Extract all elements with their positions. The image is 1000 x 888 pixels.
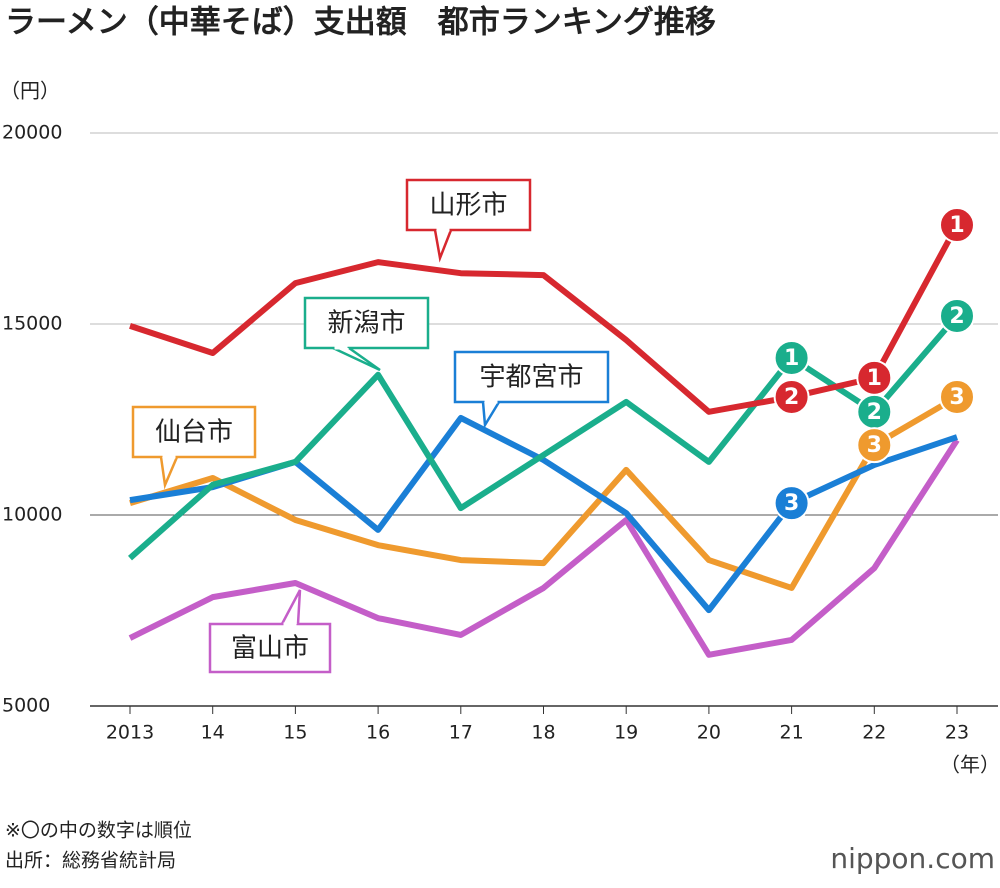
x-tick-label: 20 — [697, 722, 721, 744]
callout-box — [303, 296, 430, 350]
x-tick-label: 23 — [945, 722, 969, 744]
series-label: 新潟市 — [327, 309, 405, 339]
rank-label: 2 — [867, 400, 882, 425]
x-tick-label: 2013 — [106, 722, 154, 744]
callout-pointer — [481, 401, 501, 429]
rank-badge — [773, 339, 810, 376]
note: ※〇の中の数字は順位 — [5, 820, 192, 842]
rank-label: 3 — [784, 491, 799, 516]
x-tick-label: 14 — [201, 722, 225, 744]
series-line — [128, 314, 960, 561]
series-line — [128, 438, 960, 658]
x-tick-label: 21 — [780, 722, 804, 744]
rank-label: 1 — [949, 213, 964, 238]
chart-title: ラーメン（中華そば）支出額 都市ランキング推移 — [5, 5, 716, 41]
series-line — [129, 223, 960, 415]
rank-badge — [773, 485, 810, 522]
rank-badge — [856, 427, 893, 464]
rank-label: 2 — [784, 385, 799, 410]
y-unit: （円） — [0, 79, 60, 103]
y-tick-label: 20000 — [2, 122, 62, 144]
rank-label: 3 — [867, 433, 882, 458]
callout-box — [131, 405, 257, 459]
brand-logo: nippon.com — [830, 842, 995, 875]
y-tick-label: 15000 — [2, 313, 62, 335]
series-line — [129, 394, 959, 591]
rank-label: 1 — [867, 366, 882, 391]
callout-pointer — [280, 589, 302, 625]
series-label: 山形市 — [429, 191, 507, 221]
callout-box — [208, 622, 332, 674]
x-tick-label: 19 — [614, 722, 638, 744]
callout-box — [453, 350, 610, 404]
x-tick-label: 22 — [862, 722, 886, 744]
callout-box — [405, 178, 532, 232]
x-tick-label: 15 — [283, 722, 307, 744]
x-tick-label: 16 — [366, 722, 390, 744]
rank-badge — [939, 297, 975, 334]
rank-badge — [773, 378, 810, 415]
source: 出所：総務省統計局 — [5, 850, 176, 872]
callout-pointer — [433, 229, 453, 263]
y-tick-label: 5000 — [2, 695, 50, 717]
rank-badge — [939, 207, 975, 244]
series-label: 仙台市 — [155, 418, 233, 448]
rank-badge — [939, 378, 975, 415]
series-label: 宇都宮市 — [479, 363, 583, 393]
series-label: 富山市 — [231, 634, 309, 664]
x-tick-label: 18 — [531, 722, 555, 744]
rank-label: 1 — [784, 346, 799, 371]
callout-pointer — [159, 456, 179, 490]
x-tick-label: 17 — [449, 722, 473, 744]
rank-label: 3 — [949, 385, 964, 410]
callout-pointer — [332, 346, 381, 372]
x-unit: （年） — [940, 753, 1000, 777]
y-tick-label: 10000 — [2, 504, 62, 526]
rank-label: 2 — [949, 304, 964, 329]
